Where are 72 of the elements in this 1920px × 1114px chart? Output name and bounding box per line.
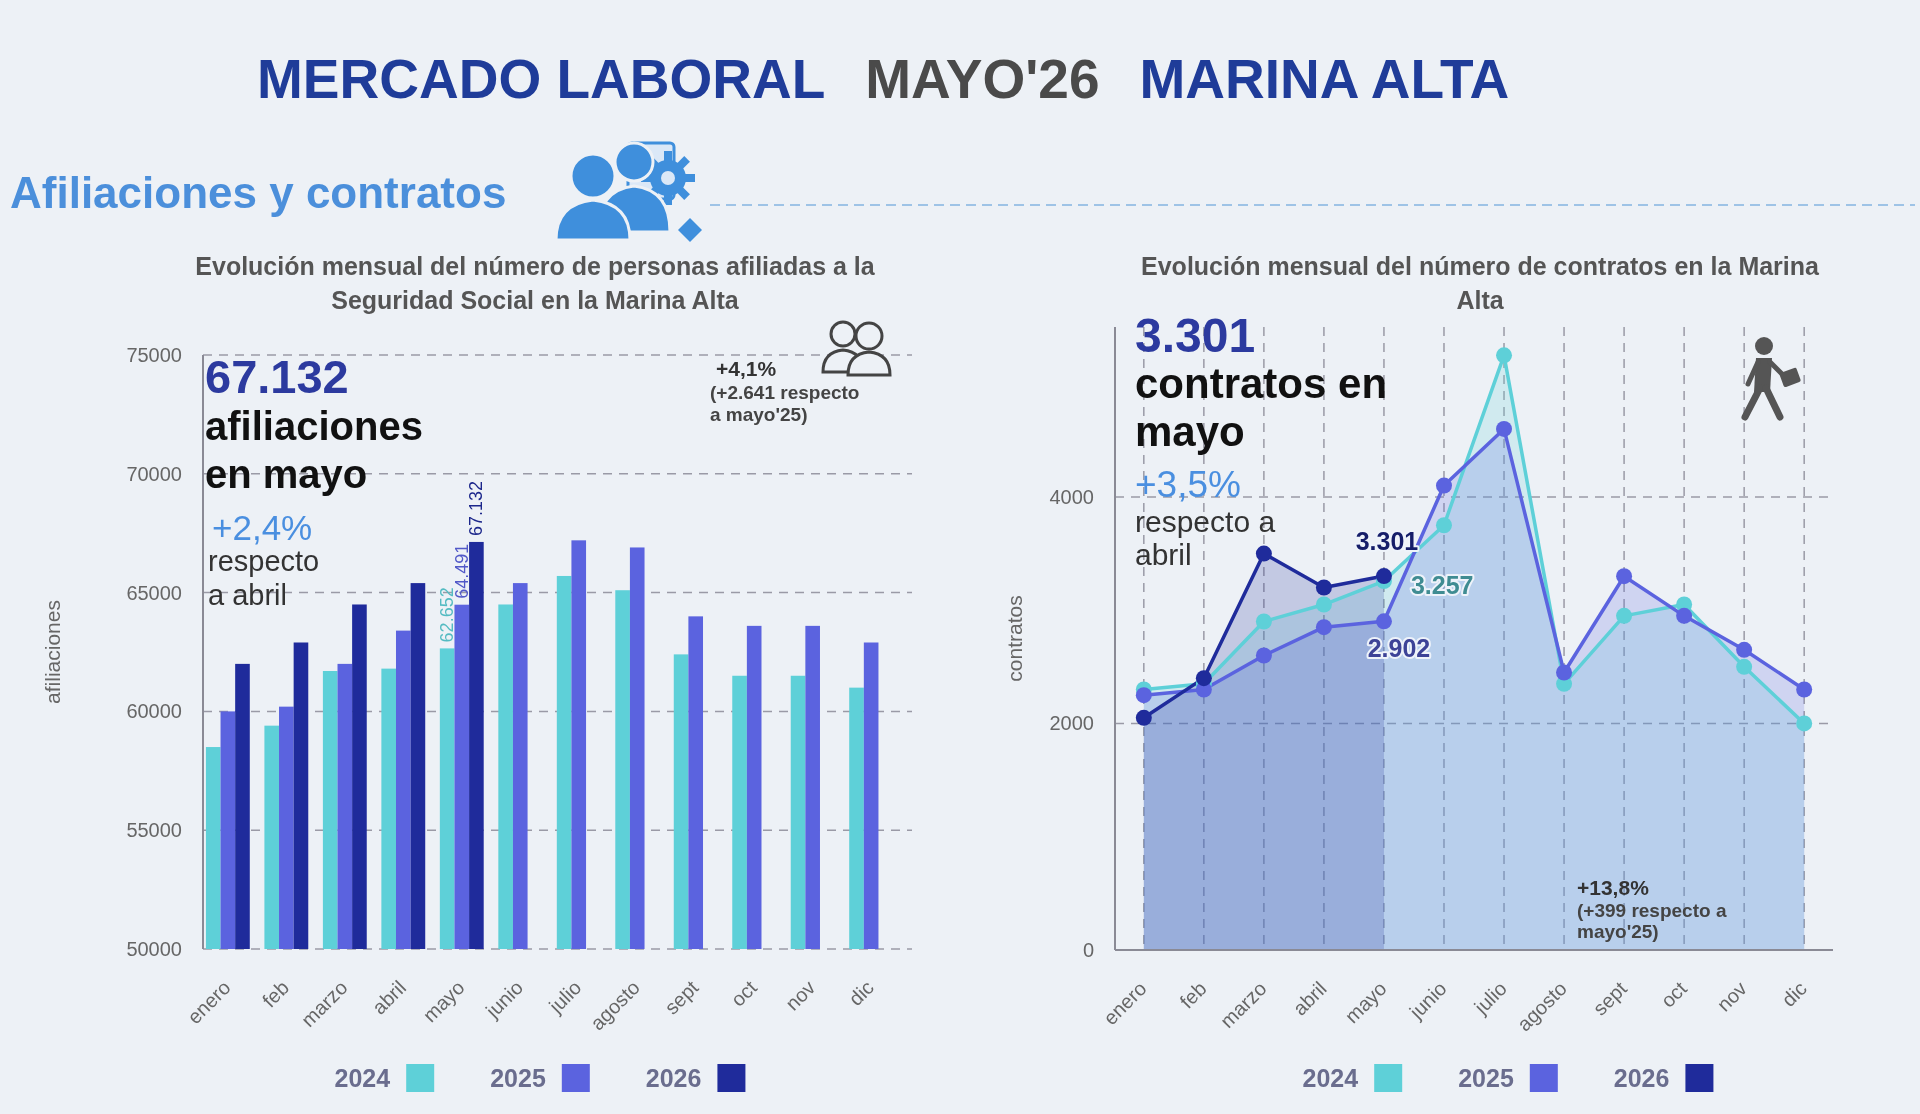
point xyxy=(1736,641,1753,658)
point xyxy=(1435,477,1452,494)
data-label: 3.301 xyxy=(1355,527,1419,556)
y-tick-label: 2000 xyxy=(1049,712,1094,735)
annotation: respecto a abril xyxy=(1135,505,1276,571)
annotation: 67.132 xyxy=(205,350,349,403)
x-tick-label: nov xyxy=(781,976,820,1015)
y-tick-label: 75000 xyxy=(126,344,182,366)
legend-label: 2026 xyxy=(645,1064,702,1092)
y-tick-label: 55000 xyxy=(126,819,182,842)
annotation: +4,1% xyxy=(716,357,777,380)
point xyxy=(1676,607,1693,624)
annotation: +3,5% xyxy=(1135,464,1241,505)
point xyxy=(1435,517,1452,534)
point xyxy=(1375,568,1392,585)
annotation: respecto a abril xyxy=(208,545,320,611)
legend-label: 2025 xyxy=(490,1064,546,1092)
x-tick-label: dic xyxy=(1777,977,1812,1011)
annotation: +13,8% xyxy=(1577,876,1650,899)
y-tick-label: 70000 xyxy=(126,462,182,485)
annotation: contratos en mayo xyxy=(1135,360,1388,455)
legend-label: 2026 xyxy=(1613,1064,1670,1092)
point xyxy=(1796,715,1813,732)
data-label: 3.257 xyxy=(1410,571,1474,600)
x-tick-label: dic xyxy=(844,976,878,1010)
annotation: +2,4% xyxy=(212,508,313,547)
point xyxy=(1255,613,1272,630)
point xyxy=(1496,420,1513,437)
y-axis-title: afiliaciones xyxy=(41,600,64,704)
x-tick-label: abril xyxy=(367,976,411,1019)
text: MAYO'26 xyxy=(865,48,1100,110)
point xyxy=(1135,687,1152,704)
point xyxy=(1255,647,1272,664)
point xyxy=(1135,709,1152,726)
legend-label: 2025 xyxy=(1458,1064,1514,1092)
point xyxy=(1616,568,1633,585)
point xyxy=(1736,658,1753,675)
chart-title: Evolución mensual del número de personas afiliadas a la Seguridad Social en la Marina Alta xyxy=(195,252,876,314)
point xyxy=(1556,664,1573,681)
y-tick-label: 65000 xyxy=(126,581,182,604)
data-label: 2.902 xyxy=(1367,634,1431,663)
x-tick-label: oct xyxy=(1656,976,1692,1012)
legend-label: 2024 xyxy=(1302,1064,1359,1092)
y-tick-label: 60000 xyxy=(126,700,182,723)
y-tick-label: 0 xyxy=(1082,939,1094,961)
y-tick-label: 50000 xyxy=(126,938,182,960)
text: MARINA ALTA xyxy=(1139,48,1510,110)
x-tick-label: sept xyxy=(1588,976,1632,1020)
annotation: (+2.641 respecto a mayo'25) xyxy=(710,382,860,425)
x-tick-label: nov xyxy=(1712,977,1751,1016)
annotation: (+399 respecto a mayo'25) xyxy=(1577,900,1727,942)
point xyxy=(1315,619,1332,636)
text: MERCADO LABORAL xyxy=(257,48,826,110)
annotation: afiliaciones en mayo xyxy=(205,404,423,496)
point xyxy=(1616,607,1633,624)
y-tick-label: 4000 xyxy=(1049,485,1094,508)
x-tick-label: sept xyxy=(660,975,703,1019)
point xyxy=(1255,545,1272,562)
point xyxy=(1195,670,1212,687)
point xyxy=(1796,681,1813,698)
data-label: 67.132 xyxy=(466,480,487,536)
x-tick-label: oct xyxy=(726,975,762,1011)
point xyxy=(1496,347,1513,364)
y-axis-title: contratos xyxy=(1003,595,1026,682)
point xyxy=(1315,579,1332,596)
point xyxy=(1315,596,1332,613)
x-tick-label: feb xyxy=(1175,977,1211,1013)
x-tick-label: feb xyxy=(257,976,294,1012)
legend-label: 2024 xyxy=(334,1064,391,1092)
text: Afiliaciones y contratos xyxy=(10,168,507,217)
point xyxy=(1375,613,1392,630)
x-tick-label: abril xyxy=(1288,977,1331,1020)
